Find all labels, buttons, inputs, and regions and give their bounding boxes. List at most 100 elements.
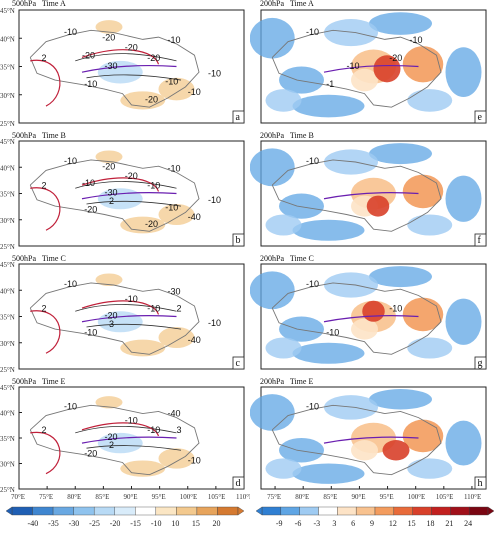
contour-label: -40 bbox=[188, 212, 201, 222]
colorbar-swatch bbox=[196, 506, 218, 516]
contour-label: -20 bbox=[102, 33, 115, 43]
lon-tick-label: 75°E bbox=[39, 493, 53, 501]
contour-label: -10 bbox=[188, 87, 201, 97]
lat-tick-label: 40°N bbox=[0, 410, 15, 418]
contour-label: -10 bbox=[188, 456, 201, 466]
contour-label: -20 bbox=[389, 53, 402, 63]
contour-label: -10 bbox=[306, 156, 319, 166]
colorbar-right: -9 -6 -3 3 6 9 12 15 18 21 24 bbox=[250, 505, 500, 531]
line-label: 2 bbox=[42, 180, 47, 190]
contour-label: -30 bbox=[105, 61, 118, 71]
panel-b: 500hPa Time B -10 -10 -20 -10 -30 -40 -20 -10 -2… bbox=[0, 131, 250, 254]
colorbar-swatch bbox=[280, 506, 300, 516]
colorbar-swatch bbox=[412, 506, 432, 516]
colorbar-label: 20 bbox=[212, 519, 220, 528]
contour-label: -10 bbox=[64, 27, 77, 37]
panel-letter: b bbox=[236, 235, 241, 246]
lat-tick-label: 35°N bbox=[0, 314, 15, 322]
panel-title: 500hPa Time E bbox=[12, 377, 66, 386]
lon-tick-label: 80°E bbox=[67, 493, 81, 501]
contour-label: -40 bbox=[188, 335, 201, 345]
panel-letter: g bbox=[478, 358, 483, 369]
colorbar-label: 15 bbox=[408, 519, 416, 528]
contour-label: -10 bbox=[168, 35, 181, 45]
contour-label: -10 bbox=[147, 303, 160, 313]
contour-label: -30 bbox=[168, 286, 181, 296]
line-label: 2 bbox=[109, 196, 114, 206]
lon-tick-label: 70°E bbox=[11, 493, 25, 501]
contour-label: -10 bbox=[208, 69, 221, 79]
contour-label: -10 bbox=[306, 401, 319, 411]
line-label: 2 bbox=[177, 303, 182, 313]
panel-letter: d bbox=[236, 478, 241, 489]
colorbar-label: -20 bbox=[110, 519, 121, 528]
contour-label: -10 bbox=[82, 178, 95, 188]
contour-label: -10 bbox=[64, 279, 77, 289]
colorbar-swatch bbox=[32, 506, 54, 516]
lat-tick-label: 30°N bbox=[0, 217, 15, 225]
colorbar-swatch bbox=[155, 506, 177, 516]
lat-tick-label: 45°N bbox=[0, 138, 15, 146]
line-label: 3 bbox=[177, 425, 182, 435]
colorbar-label: -30 bbox=[69, 519, 80, 528]
lon-tick-label: 95°E bbox=[152, 493, 166, 501]
panel-e: 200hPa Time A -10 -20 -1 -10 -10 e bbox=[249, 0, 500, 131]
lat-tick-label: 35°N bbox=[0, 64, 15, 72]
panel-title: 200hPa Time C bbox=[260, 254, 314, 263]
lat-tick-label: 45°N bbox=[0, 7, 15, 15]
lon-tick-label: 85°E bbox=[95, 493, 109, 501]
contour-label: -20 bbox=[147, 53, 160, 63]
contour-label: -10 bbox=[326, 327, 339, 337]
lat-tick-label: 45°N bbox=[0, 384, 15, 392]
colorbar-label: -40 bbox=[28, 519, 39, 528]
colorbar-swatch bbox=[431, 506, 451, 516]
colorbar-label: 21 bbox=[445, 519, 453, 528]
contour-label: -10 bbox=[306, 279, 319, 289]
map-panel-b: -10 -10 -20 -10 -30 -40 -20 -10 -20 -10 -10 -20 2 2 45… bbox=[0, 138, 245, 251]
contour-label: -20 bbox=[125, 171, 138, 181]
panel-g: 200hPa Time C -10 -10 -10 g bbox=[249, 254, 500, 377]
lat-tick-label: 40°N bbox=[0, 287, 15, 295]
lon-tick-label: 100°E bbox=[180, 493, 198, 501]
lat-tick-label: 45°N bbox=[0, 261, 15, 269]
panel-letter: f bbox=[478, 235, 482, 246]
lat-tick-label: 30°N bbox=[0, 461, 15, 469]
colorbar-left: -40 -35 -30 -25 -20 -15 -10 10 15 20 bbox=[0, 505, 250, 531]
colorbar-label: 3 bbox=[332, 519, 336, 528]
contour-label: -10 bbox=[147, 180, 160, 190]
colorbar-swatch bbox=[114, 506, 136, 516]
contour-label: -10 bbox=[84, 79, 97, 89]
contour-label: -10 bbox=[165, 77, 178, 87]
panel-letter: e bbox=[478, 112, 483, 123]
lat-tick-label: 30°N bbox=[0, 92, 15, 100]
contour-label: -10 bbox=[125, 416, 138, 426]
colorbar-label: 18 bbox=[427, 519, 435, 528]
colorbar-swatch bbox=[261, 506, 282, 516]
contour-label: -20 bbox=[102, 161, 115, 171]
contour-label: -1 bbox=[326, 79, 334, 89]
colorbar-label: 6 bbox=[351, 519, 355, 528]
colorbar-swatch bbox=[135, 506, 157, 516]
colorbar-swatch bbox=[393, 506, 413, 516]
contour-label: -10 bbox=[306, 27, 319, 37]
colorbar-swatch bbox=[217, 506, 239, 516]
colorbar-swatch bbox=[93, 506, 115, 516]
colorbar-swatch bbox=[299, 506, 319, 516]
lat-tick-label: 40°N bbox=[0, 35, 15, 43]
contour-label: -20 bbox=[82, 51, 95, 61]
colorbar-swatch bbox=[52, 506, 74, 516]
contour-label: -30 bbox=[105, 188, 118, 198]
panel-a: 500hPa Time A -10 -20 -10 -10 -30 -10 -20 -10 -2… bbox=[0, 0, 250, 131]
colorbar-label: 15 bbox=[192, 519, 200, 528]
contour-label: -10 bbox=[168, 163, 181, 173]
colorbar-label: 24 bbox=[464, 519, 472, 528]
map-panel-g: -10 -10 -10 g bbox=[249, 263, 487, 370]
contour-label: -20 bbox=[84, 448, 97, 458]
colorbar-left-svg: -40 -35 -30 -25 -20 -15 -10 10 15 20 bbox=[5, 506, 245, 528]
map-panel-d: -10 -10 -20 -40 -20 -10 -10 2 2 3 45°N 40°N 35°N 30°N… bbox=[0, 384, 253, 501]
map-panel-f: -10 f bbox=[249, 140, 487, 247]
lon-tick-label: 105°E bbox=[436, 493, 454, 501]
contour-label: -10 bbox=[410, 35, 423, 45]
contour-label: -20 bbox=[145, 219, 158, 229]
panel-title: 500hPa Time C bbox=[12, 254, 66, 263]
